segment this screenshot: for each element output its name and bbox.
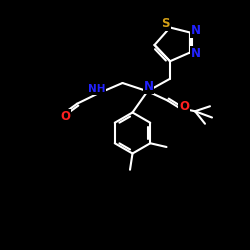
Text: O: O (179, 100, 189, 112)
Text: N: N (190, 24, 200, 37)
Text: N: N (144, 80, 154, 93)
Text: NH: NH (88, 84, 105, 94)
Text: N: N (190, 47, 200, 60)
Text: S: S (161, 17, 170, 30)
Text: O: O (60, 110, 70, 122)
